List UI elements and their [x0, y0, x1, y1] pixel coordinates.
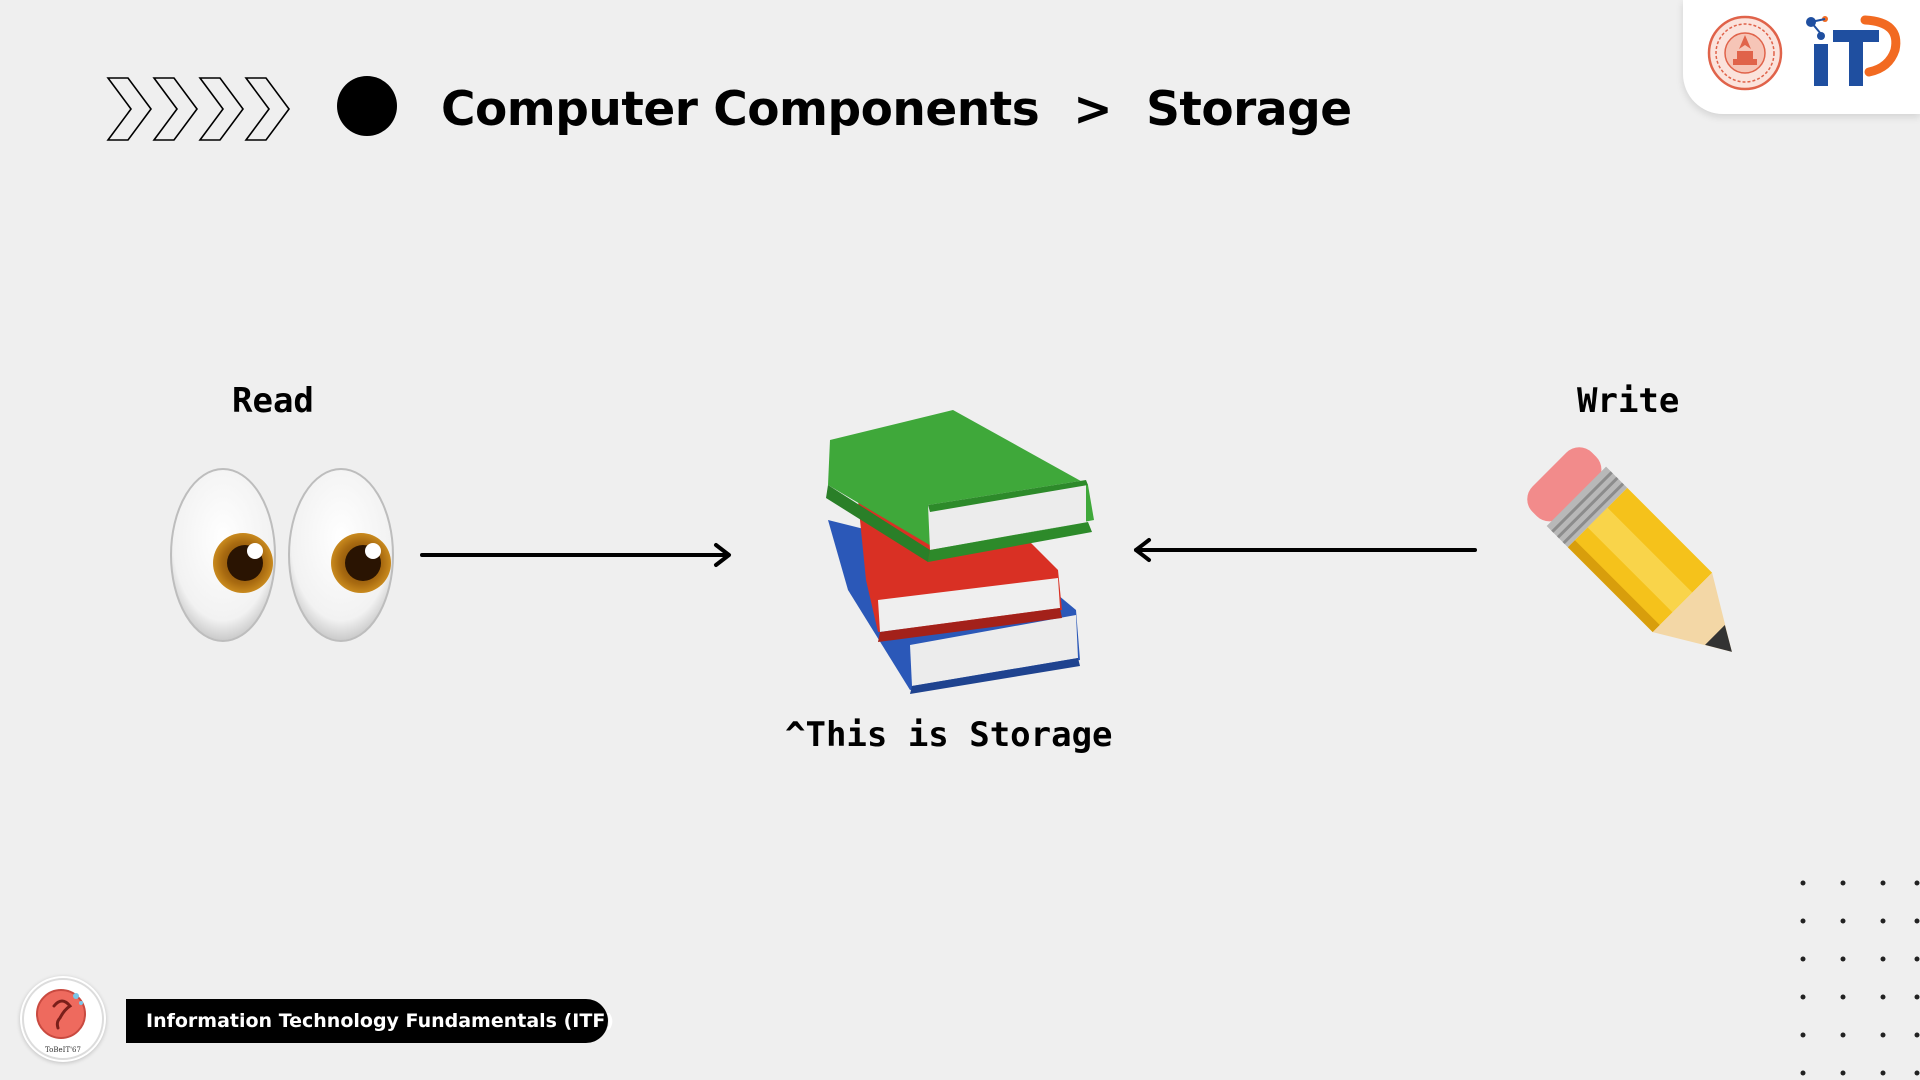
chevrons-decoration — [106, 77, 290, 141]
title-main: Computer Components — [441, 82, 1040, 137]
dot-grid-decoration — [1800, 880, 1920, 1076]
books-icon — [826, 410, 1094, 694]
storage-caption: ^This is Storage — [785, 715, 1113, 755]
mascot-icon: ToBeIT'67 — [22, 978, 104, 1060]
title-separator: > — [1073, 82, 1113, 137]
mascot-caption: ToBeIT'67 — [45, 1046, 81, 1054]
title-bullet — [337, 76, 397, 136]
it-logo-icon — [1806, 15, 1901, 86]
read-label: Read — [232, 381, 314, 421]
title-sub: Storage — [1146, 82, 1352, 137]
pencil-icon — [1527, 447, 1732, 652]
eyes-icon — [170, 468, 394, 642]
page-title: Computer Components > Storage — [441, 76, 1352, 144]
write-arrow — [1134, 538, 1477, 562]
university-seal-icon — [1707, 15, 1783, 91]
write-label: Write — [1577, 381, 1680, 421]
read-arrow — [420, 543, 731, 567]
mascot-logo: ToBeIT'67 — [20, 976, 106, 1062]
course-title-badge: Information Technology Fundamentals (ITF… — [126, 999, 614, 1043]
logo-card — [1683, 0, 1920, 114]
